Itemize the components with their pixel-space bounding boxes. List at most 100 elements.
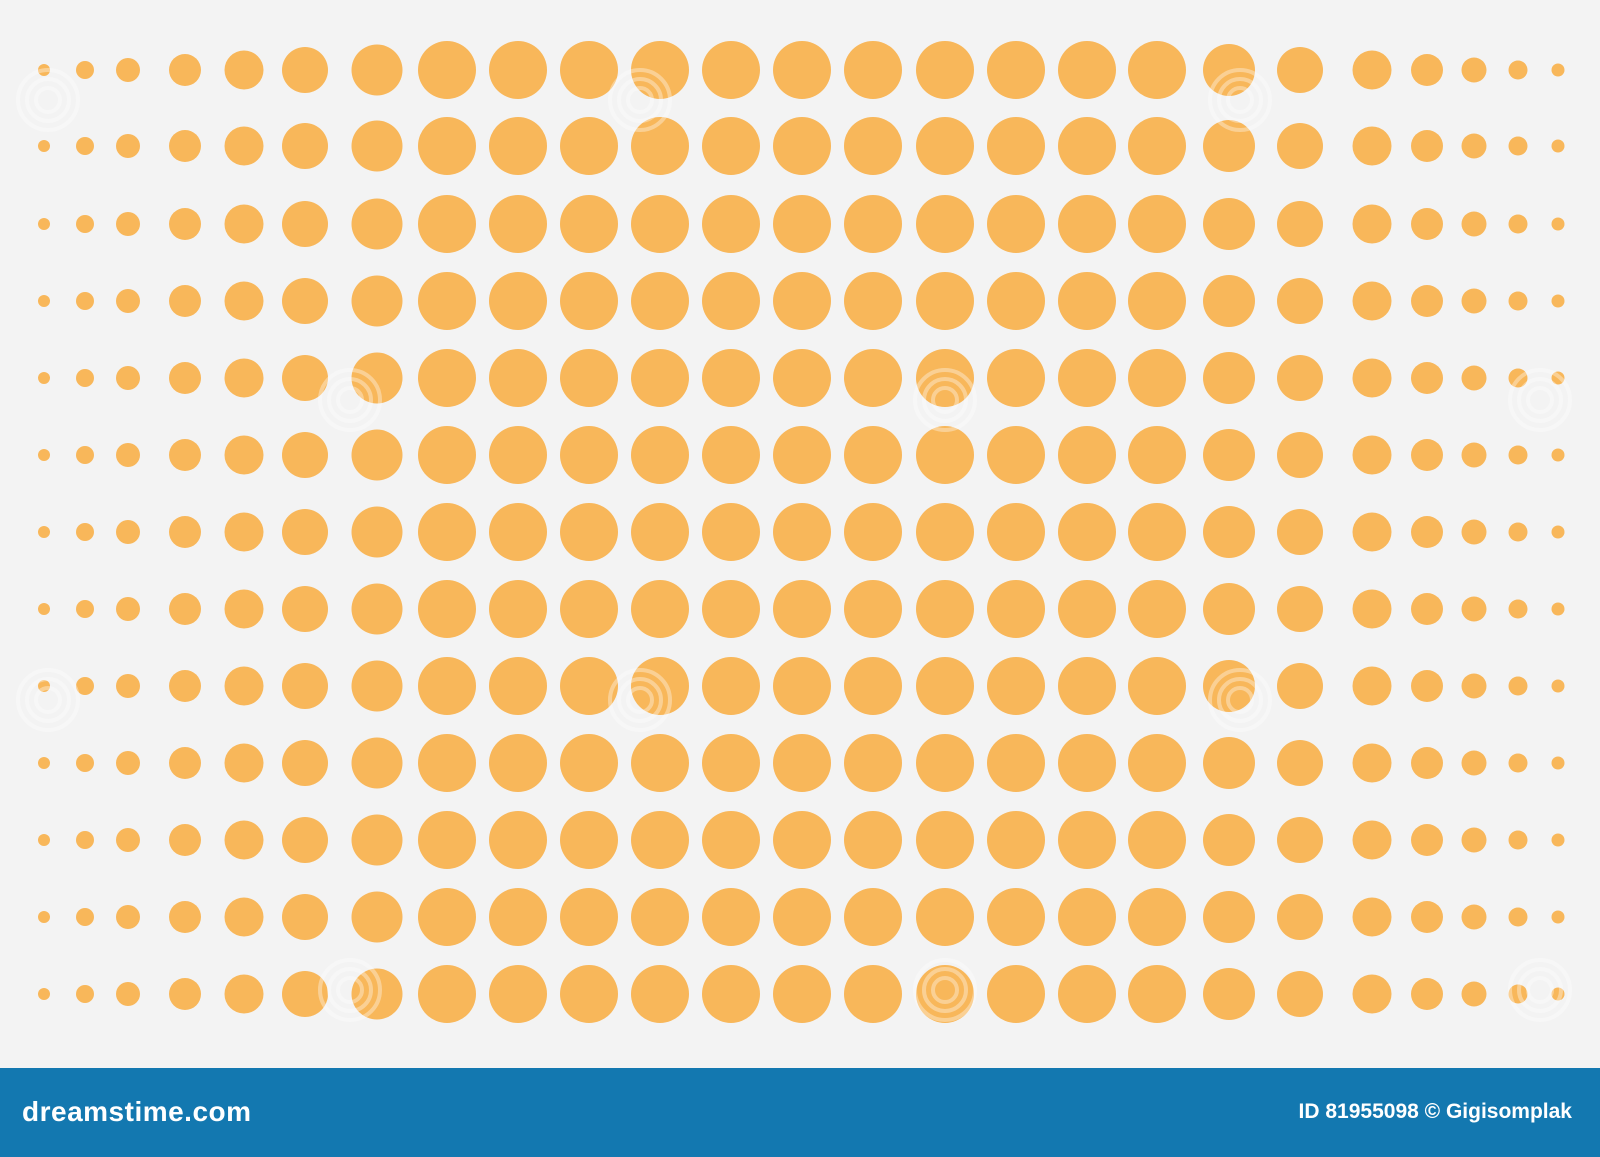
halftone-dot [702, 965, 760, 1023]
halftone-dot [282, 971, 328, 1017]
halftone-dot [702, 349, 760, 407]
halftone-dot [76, 446, 94, 464]
halftone-dot [560, 117, 618, 175]
halftone-dot [1352, 512, 1392, 552]
halftone-dot [844, 657, 902, 715]
halftone-dot [1203, 44, 1255, 96]
halftone-dot [1058, 811, 1116, 869]
halftone-dot [489, 41, 547, 99]
halftone-dot [1411, 54, 1443, 86]
halftone-dot [631, 503, 689, 561]
halftone-dot [773, 965, 831, 1023]
halftone-dot [1058, 657, 1116, 715]
halftone-dot [702, 888, 760, 946]
halftone-dot [76, 831, 94, 849]
halftone-dot [76, 600, 94, 618]
site-logo[interactable]: dreamstime.com [22, 1096, 252, 1127]
halftone-dot [844, 117, 902, 175]
halftone-dot [169, 130, 201, 162]
halftone-dot [631, 580, 689, 638]
halftone-dot [38, 372, 50, 384]
halftone-dot [1277, 817, 1323, 863]
halftone-dot [76, 985, 94, 1003]
halftone-dot [116, 905, 140, 929]
halftone-dot [1551, 910, 1565, 924]
halftone-dot [1461, 519, 1487, 545]
halftone-dot [1461, 904, 1487, 930]
halftone-dot [169, 516, 201, 548]
halftone-dot [1352, 820, 1392, 860]
halftone-dot [489, 503, 547, 561]
halftone-dot [224, 820, 264, 860]
halftone-dot [1352, 126, 1392, 166]
halftone-dot [169, 747, 201, 779]
halftone-dot [1461, 133, 1487, 159]
halftone-dot [1411, 901, 1443, 933]
halftone-dot [1551, 294, 1565, 308]
halftone-dot [773, 503, 831, 561]
halftone-dot [116, 134, 140, 158]
halftone-dot [116, 520, 140, 544]
halftone-dot [38, 295, 50, 307]
halftone-dot [351, 737, 403, 789]
halftone-dot [631, 195, 689, 253]
halftone-dot [224, 589, 264, 629]
halftone-dot [1461, 365, 1487, 391]
halftone-dot [702, 811, 760, 869]
halftone-dot [560, 580, 618, 638]
halftone-dot [76, 215, 94, 233]
halftone-dot [1203, 352, 1255, 404]
halftone-dot [38, 988, 50, 1000]
halftone-dot [224, 974, 264, 1014]
halftone-dot [116, 443, 140, 467]
halftone-dot [987, 41, 1045, 99]
halftone-dot [1551, 602, 1565, 616]
halftone-dot [1352, 589, 1392, 629]
halftone-dot [169, 670, 201, 702]
halftone-dot [418, 657, 476, 715]
halftone-dot [1352, 897, 1392, 937]
halftone-dot [1551, 448, 1565, 462]
halftone-dot [560, 41, 618, 99]
halftone-dot [916, 888, 974, 946]
halftone-dot [916, 811, 974, 869]
halftone-dot [351, 275, 403, 327]
halftone-dot [916, 657, 974, 715]
halftone-dot [1277, 432, 1323, 478]
halftone-dot [1203, 198, 1255, 250]
halftone-dot [224, 204, 264, 244]
halftone-dot [844, 888, 902, 946]
halftone-dot [631, 117, 689, 175]
halftone-dot [1411, 208, 1443, 240]
halftone-dot [1411, 593, 1443, 625]
halftone-dot [418, 41, 476, 99]
halftone-dot [1203, 120, 1255, 172]
halftone-dot [418, 811, 476, 869]
halftone-dot [282, 355, 328, 401]
halftone-dot [631, 41, 689, 99]
halftone-dot [169, 439, 201, 471]
halftone-dot [1508, 830, 1528, 850]
halftone-dot [702, 195, 760, 253]
halftone-dot [631, 657, 689, 715]
halftone-dot [987, 117, 1045, 175]
halftone-dot [1277, 509, 1323, 555]
halftone-dot [1203, 583, 1255, 635]
halftone-dot [1277, 47, 1323, 93]
halftone-dot [116, 982, 140, 1006]
halftone-dot [1058, 349, 1116, 407]
halftone-dot [38, 218, 50, 230]
halftone-dot [224, 358, 264, 398]
halftone-dot [1411, 516, 1443, 548]
halftone-dot [1128, 272, 1186, 330]
halftone-dot [169, 285, 201, 317]
halftone-dot [1508, 136, 1528, 156]
halftone-dot [489, 349, 547, 407]
halftone-dot [351, 352, 403, 404]
image-credit: ID 81955098 © Gigisomplak [1298, 1100, 1572, 1123]
halftone-dot [844, 426, 902, 484]
halftone-dot [631, 965, 689, 1023]
halftone-dot [844, 811, 902, 869]
halftone-dot [282, 432, 328, 478]
